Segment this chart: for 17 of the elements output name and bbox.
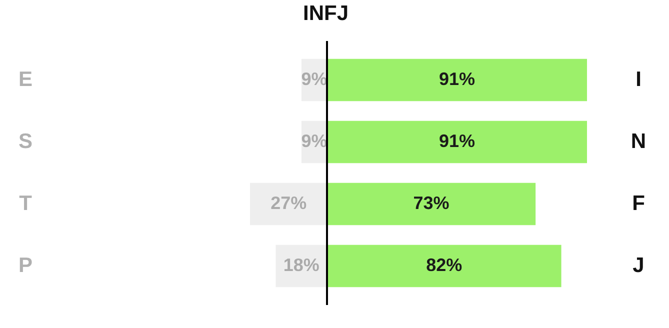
data-label: 9% [301,69,328,89]
y-tick-label: J [632,254,644,277]
data-label: 73% [413,193,450,213]
data-label: 9% [301,131,328,151]
y-tick-label: N [631,130,646,153]
y-tick-label: S [18,130,32,153]
y-tick-label: T [19,192,32,215]
data-label: 27% [270,193,307,213]
data-label: 91% [439,131,476,151]
y-tick-label: F [632,192,646,215]
data-label: 91% [439,69,476,89]
y-tick-label: E [18,68,32,91]
y-tick-label: P [18,254,32,277]
data-label: 82% [426,255,462,275]
y-tick-label: I [636,68,642,91]
data-label: 18% [283,255,320,275]
chart-title: INFJ [303,2,349,25]
